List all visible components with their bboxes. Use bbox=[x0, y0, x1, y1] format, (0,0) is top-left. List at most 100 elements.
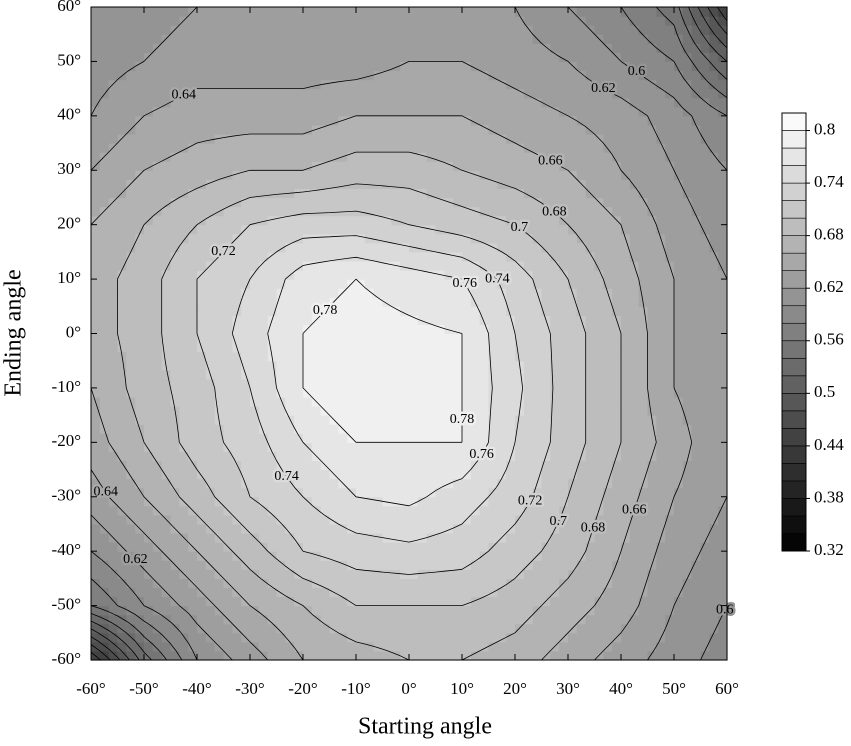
contour-cell bbox=[674, 496, 684, 507]
contour-cell bbox=[515, 288, 525, 298]
contour-cell bbox=[559, 170, 569, 180]
contour-cell bbox=[188, 97, 198, 108]
contour-cell bbox=[488, 478, 498, 489]
contour-cell bbox=[462, 487, 472, 498]
contour-cell bbox=[170, 52, 180, 63]
contour-cell bbox=[347, 224, 357, 235]
contour-cell bbox=[585, 406, 596, 416]
contour-cell bbox=[391, 324, 401, 335]
contour-cell bbox=[656, 315, 666, 326]
contour-cell bbox=[108, 514, 119, 525]
contour-cell bbox=[559, 43, 569, 53]
contour-cell bbox=[267, 514, 278, 525]
contour-cell bbox=[559, 52, 569, 63]
contour-cell bbox=[108, 641, 119, 652]
contour-cell bbox=[506, 533, 516, 543]
contour-cell bbox=[585, 523, 596, 534]
contour-cell bbox=[470, 424, 481, 434]
contour-cell bbox=[700, 288, 710, 298]
contour-cell bbox=[435, 469, 445, 480]
contour-cell bbox=[250, 578, 260, 589]
contour-cell bbox=[559, 533, 569, 543]
contour-cell bbox=[497, 170, 507, 180]
contour-cell bbox=[506, 460, 516, 471]
contour-cell bbox=[523, 197, 534, 208]
contour-cell bbox=[294, 124, 304, 135]
contour-cell bbox=[303, 650, 313, 661]
contour-cell bbox=[356, 469, 366, 480]
contour-cell bbox=[197, 70, 207, 81]
contour-cell bbox=[568, 596, 578, 607]
contour-cell bbox=[117, 297, 127, 307]
contour-cell bbox=[197, 288, 207, 298]
contour-cell bbox=[682, 632, 693, 643]
contour-cell bbox=[223, 560, 233, 570]
contour-cell bbox=[276, 43, 286, 53]
contour-cell bbox=[161, 487, 172, 498]
contour-cell bbox=[603, 378, 613, 389]
contour-cell bbox=[373, 260, 384, 271]
contour-cell bbox=[347, 578, 357, 589]
contour-cell bbox=[647, 623, 657, 634]
contour-cell bbox=[364, 215, 375, 226]
contour-cell bbox=[170, 260, 180, 271]
contour-cell bbox=[417, 88, 428, 99]
contour-cell bbox=[91, 97, 101, 108]
contour-cell bbox=[320, 641, 331, 652]
contour-cell bbox=[603, 560, 613, 570]
contour-cell bbox=[382, 106, 392, 117]
contour-cell bbox=[214, 143, 225, 153]
contour-cell bbox=[91, 487, 101, 498]
contour-cell bbox=[117, 61, 127, 72]
contour-cell bbox=[479, 542, 490, 552]
contour-cell bbox=[303, 587, 313, 598]
contour-cell bbox=[135, 315, 145, 326]
contour-cell bbox=[700, 242, 710, 253]
contour-cell bbox=[409, 315, 419, 326]
contour-cell bbox=[276, 270, 286, 280]
contour-cell bbox=[391, 43, 401, 53]
contour-cell bbox=[612, 487, 622, 498]
contour-cell bbox=[435, 415, 445, 425]
contour-cell bbox=[612, 460, 622, 471]
contour-cell bbox=[179, 288, 189, 298]
contour-cell bbox=[205, 224, 216, 235]
contour-cell bbox=[682, 505, 693, 516]
contour-cell bbox=[718, 551, 728, 561]
contour-cell bbox=[117, 333, 127, 344]
contour-cell bbox=[409, 342, 419, 353]
contour-cell bbox=[241, 478, 251, 489]
contour-cell bbox=[205, 52, 216, 63]
contour-cell bbox=[612, 406, 622, 416]
contour-cell bbox=[347, 88, 357, 99]
contour-cell bbox=[541, 61, 551, 72]
contour-cell bbox=[709, 623, 719, 634]
contour-cell bbox=[629, 514, 640, 525]
contour-cell bbox=[568, 551, 578, 561]
contour-cell bbox=[621, 605, 631, 616]
contour-cell bbox=[135, 170, 145, 180]
contour-cell bbox=[709, 378, 719, 389]
contour-cell bbox=[303, 451, 313, 462]
contour-cell bbox=[400, 242, 410, 253]
contour-cell bbox=[258, 288, 269, 298]
contour-cell bbox=[718, 433, 728, 443]
contour-cell bbox=[205, 569, 216, 579]
contour-cell bbox=[356, 560, 366, 570]
contour-cell bbox=[232, 324, 242, 335]
contour-cell bbox=[621, 560, 631, 570]
contour-cell bbox=[188, 143, 198, 153]
contour-cell bbox=[117, 106, 127, 117]
contour-cell bbox=[497, 324, 507, 335]
contour-cell bbox=[417, 133, 428, 144]
contour-cell bbox=[435, 641, 445, 652]
contour-cell bbox=[409, 605, 419, 616]
contour-cell bbox=[117, 650, 127, 661]
contour-cell bbox=[117, 605, 127, 616]
contour-cell bbox=[665, 514, 675, 525]
contour-cell bbox=[285, 351, 295, 362]
contour-cell bbox=[303, 88, 313, 99]
contour-cell bbox=[497, 396, 507, 407]
contour-cell bbox=[470, 251, 481, 262]
